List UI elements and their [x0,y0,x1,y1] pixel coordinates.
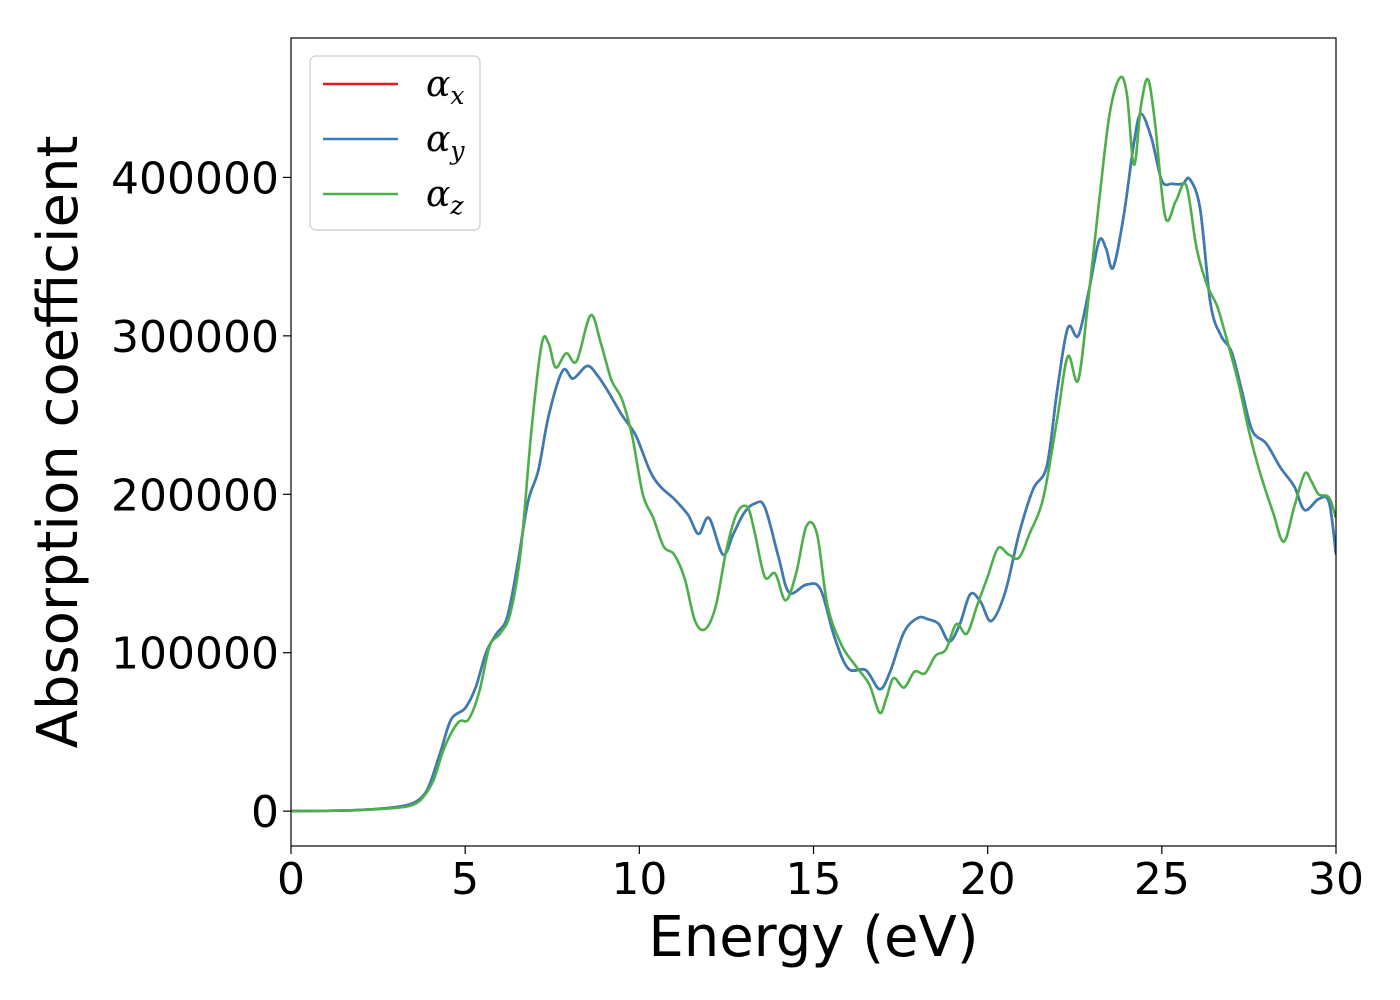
y-tick-label: 400000 [111,153,279,204]
legend-box [309,55,481,231]
legend-label-alpha-x: αx [426,64,464,110]
legend-label-alpha-y: αy [426,119,465,165]
x-tick-label: 20 [960,854,1016,905]
x-axis-ticks: 0 5 10 15 20 25 30 [277,846,1364,905]
series-layer [291,75,1336,813]
x-tick-label: 10 [611,854,667,905]
y-tick-label: 100000 [111,629,279,680]
x-tick-label: 30 [1308,854,1364,905]
x-tick-label: 5 [451,854,479,905]
x-tick-label: 25 [1134,854,1190,905]
x-tick-label: 0 [277,854,305,905]
y-axis-ticks: 0 100000 200000 300000 400000 [111,153,291,838]
y-tick-label: 300000 [111,312,279,363]
y-axis-title: Absorption coefficient [26,136,91,749]
x-axis-title: Energy (eV) [648,905,978,970]
y-tick-label: 200000 [111,470,279,521]
series-line-alpha-z [291,75,1336,813]
y-tick-label: 0 [251,787,279,838]
x-tick-label: 15 [786,854,842,905]
